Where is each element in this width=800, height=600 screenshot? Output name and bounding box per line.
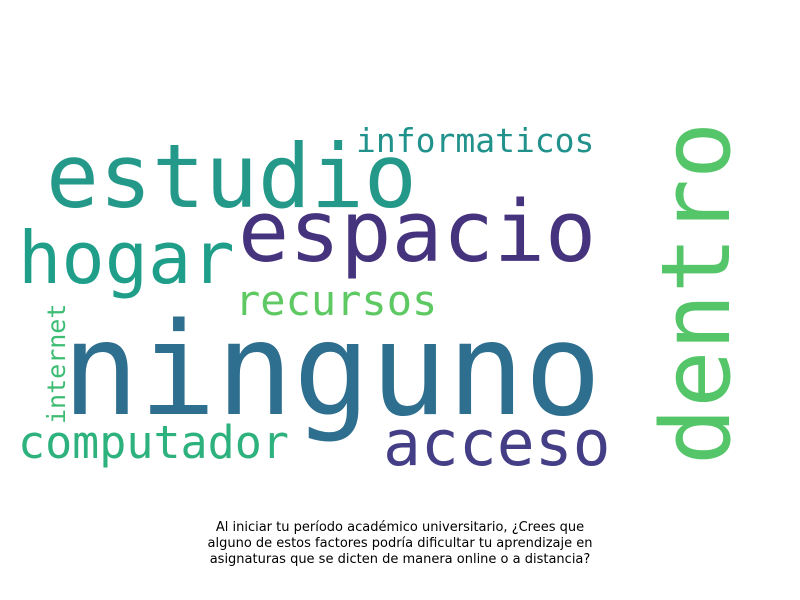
word-internet: internet bbox=[42, 303, 71, 424]
caption-line-3: asignaturas que se dicten de manera onli… bbox=[209, 552, 591, 567]
caption-line-1: Al iniciar tu período académico universi… bbox=[215, 520, 585, 535]
word-hogar: hogar bbox=[18, 216, 235, 300]
word-cloud: estudio informaticos espacio hogar recur… bbox=[18, 121, 752, 480]
word-estudio: estudio bbox=[46, 125, 417, 228]
word-informaticos: informaticos bbox=[356, 121, 595, 160]
caption-line-2: alguno de estos factores podría dificult… bbox=[207, 536, 593, 551]
word-acceso: acceso bbox=[383, 407, 611, 480]
word-espacio: espacio bbox=[238, 183, 597, 282]
word-recursos: recursos bbox=[235, 276, 438, 325]
word-ninguno: ninguno bbox=[62, 296, 602, 445]
word-dentro: dentro bbox=[642, 121, 752, 465]
figure-caption: Al iniciar tu período académico universi… bbox=[150, 520, 650, 568]
word-computador: computador bbox=[18, 416, 289, 469]
